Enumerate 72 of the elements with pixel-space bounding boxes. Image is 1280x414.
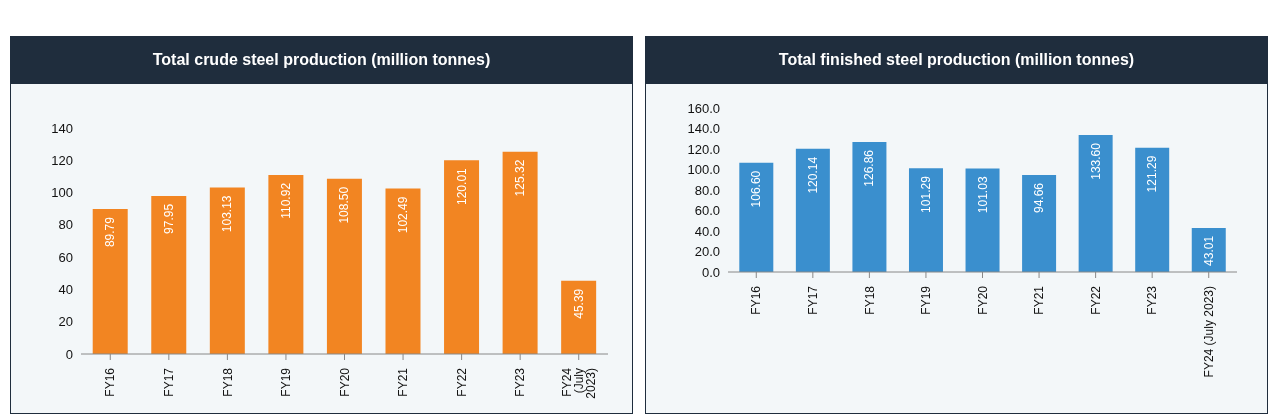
y-tick-label: 40.0 (694, 223, 720, 239)
bar (1022, 174, 1057, 272)
y-tick-label: 100 (51, 185, 73, 201)
x-tick-label: FY23 (513, 367, 528, 397)
y-tick-label: 80 (58, 217, 73, 233)
data-label: 45.39 (571, 288, 586, 319)
bar (151, 195, 187, 354)
data-label: 103.13 (220, 195, 235, 233)
bar (209, 187, 245, 354)
bar (1135, 147, 1170, 272)
x-tick-label: FY24 (July 2023) (1201, 286, 1216, 378)
x-tick-label: FY21 (1032, 285, 1047, 315)
y-tick-label: 0.0 (701, 264, 720, 280)
x-tick-label: FY19 (279, 367, 294, 397)
bar (908, 168, 943, 272)
x-tick-label: FY20 (337, 367, 352, 397)
x-tick-label: FY17 (806, 285, 821, 315)
bar (795, 148, 830, 272)
data-label: 108.50 (337, 186, 352, 224)
data-label: 106.60 (749, 170, 764, 208)
bar (385, 188, 421, 354)
y-tick-label: 20.0 (694, 244, 720, 260)
x-tick-label: FY22 (454, 367, 469, 397)
chart-title: Total crude steel production (million tonnes) (11, 36, 632, 84)
data-label: 120.14 (805, 156, 820, 194)
y-tick-label: 60 (58, 249, 73, 265)
bar (444, 160, 480, 354)
x-tick-label: FY18 (220, 367, 235, 397)
data-label: 97.95 (161, 203, 176, 234)
x-tick-label: FY16 (749, 285, 764, 315)
bar (739, 162, 774, 272)
bar (965, 168, 1000, 272)
bar (852, 141, 887, 272)
y-tick-label: 100.0 (687, 162, 720, 178)
y-tick-label: 80.0 (694, 182, 720, 198)
bar (502, 151, 538, 354)
data-label: 126.86 (862, 149, 877, 187)
data-label: 121.29 (1145, 155, 1160, 193)
y-tick-label: 120.0 (687, 141, 720, 157)
data-label: 110.92 (278, 182, 293, 219)
data-label: 89.79 (103, 216, 118, 248)
data-label: 101.03 (975, 176, 990, 214)
x-tick-label: FY24 (July 2023) (559, 367, 598, 399)
y-tick-label: 60.0 (694, 203, 720, 219)
x-tick-label: FY23 (1145, 285, 1160, 315)
data-label: 43.01 (1201, 235, 1216, 266)
data-label: 94.66 (1032, 182, 1047, 213)
y-tick-label: 140 (51, 120, 73, 136)
x-tick-label: FY17 (162, 367, 177, 397)
data-label: 133.60 (1088, 142, 1103, 180)
y-tick-label: 20 (58, 314, 73, 330)
x-tick-label: FY18 (862, 285, 877, 315)
y-tick-label: 120 (51, 152, 73, 168)
x-tick-label: FY21 (396, 367, 411, 397)
bar (1078, 135, 1113, 272)
x-tick-label: FY20 (975, 285, 990, 315)
x-tick-label: FY22 (1088, 285, 1103, 315)
data-label: 102.49 (395, 196, 410, 234)
y-tick-label: 140.0 (687, 121, 720, 137)
bar (561, 280, 597, 354)
y-tick-label: 40 (58, 282, 73, 298)
y-tick-label: 0 (65, 346, 73, 362)
y-tick-label: 160.0 (687, 100, 720, 116)
x-tick-label: FY16 (103, 367, 118, 397)
data-label: 120.01 (454, 167, 469, 205)
bar (326, 178, 362, 354)
data-label: 101.29 (918, 175, 933, 213)
x-tick-label: FY19 (919, 285, 934, 315)
chart-title: Total finished steel production (million tonnes) (646, 36, 1267, 84)
data-label: 125.32 (513, 159, 528, 197)
bar (92, 209, 128, 354)
bar (268, 174, 304, 354)
